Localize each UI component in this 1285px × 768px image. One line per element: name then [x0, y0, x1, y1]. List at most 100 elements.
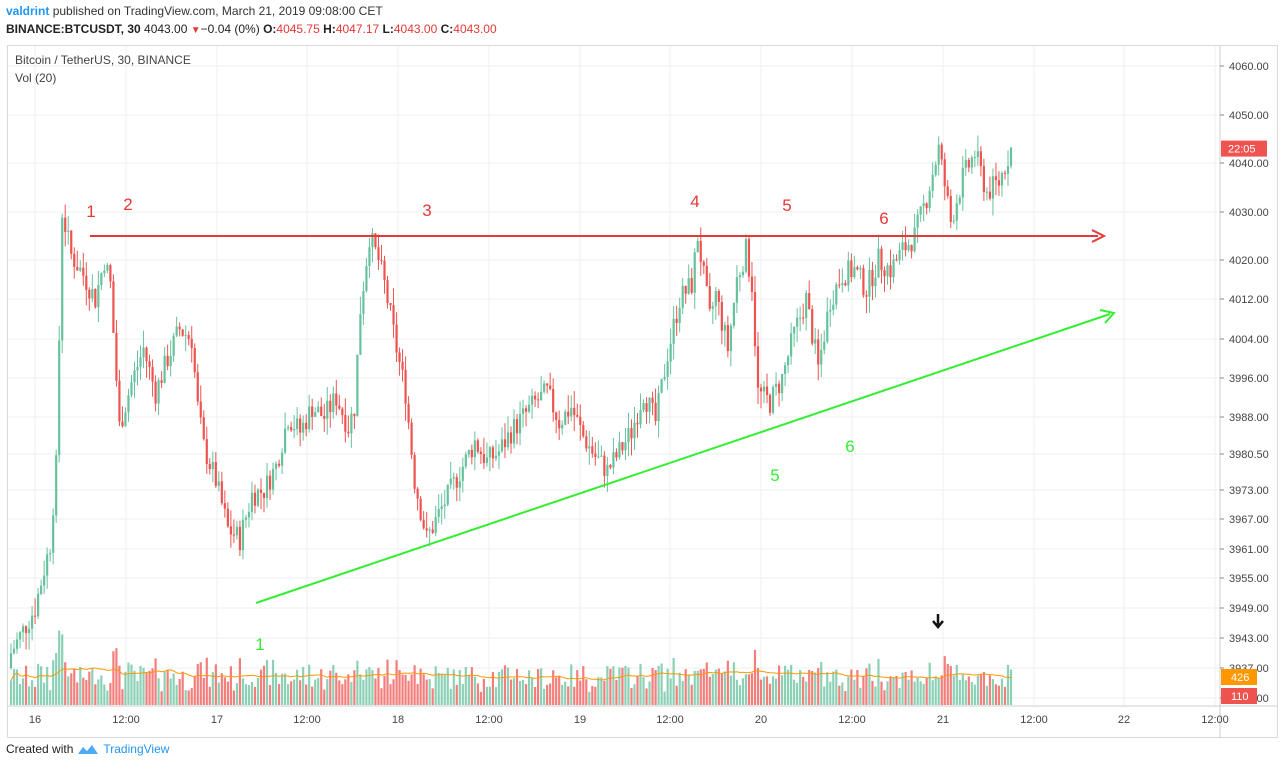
publisher-name[interactable]: valdrint — [6, 4, 50, 18]
volume-bar — [985, 685, 989, 705]
candle-body — [576, 415, 579, 417]
volume-bar — [537, 669, 540, 705]
candle-body — [88, 289, 91, 299]
volume-bar — [880, 681, 883, 705]
time-tick-label: 17 — [211, 714, 223, 726]
time-tick-label: 12:00 — [1201, 714, 1229, 726]
candle-body — [302, 422, 305, 433]
volume-bar — [787, 669, 790, 705]
candle-body — [979, 151, 982, 167]
candle-body — [521, 408, 525, 415]
time-tick-label: 12:00 — [475, 714, 503, 726]
candle-body — [416, 488, 419, 499]
volume-bar — [142, 667, 145, 705]
volume-bar — [256, 678, 260, 705]
candle-body — [958, 197, 961, 204]
volume-bar — [27, 686, 31, 705]
volume-bar — [446, 667, 449, 705]
volume-bar — [329, 670, 332, 705]
volume-bar — [805, 681, 808, 705]
publish-info: valdrint published on TradingView.com, M… — [6, 4, 383, 18]
candle-body — [681, 285, 684, 308]
candle-body — [928, 190, 931, 208]
volume-bar — [253, 687, 257, 705]
annotation-red: 2 — [123, 195, 132, 214]
volume-bar — [871, 680, 874, 705]
candle-body — [238, 526, 242, 551]
volume-bar — [904, 672, 907, 705]
candle-body — [383, 260, 386, 281]
volume-bar — [428, 679, 431, 705]
candle-body — [253, 492, 257, 506]
symbol-label: BINANCE:BTCUSDT, 30 — [6, 22, 141, 36]
candle-body — [100, 273, 103, 286]
volume-bar — [919, 681, 922, 705]
candle-body — [494, 455, 498, 459]
volume-bar — [579, 680, 582, 705]
candle-body — [21, 626, 25, 633]
brand-name[interactable]: TradingView — [103, 742, 170, 756]
volume-bar — [862, 676, 865, 705]
candle-body — [835, 284, 838, 305]
annotation-green: 1 — [255, 635, 264, 654]
price-change: −0.04 (0%) — [200, 22, 260, 36]
candle-body — [588, 446, 591, 449]
candle-body — [898, 250, 901, 261]
candle-body — [37, 593, 40, 617]
price-tick-label: 4012.00 — [1229, 294, 1269, 306]
volume-bar — [488, 686, 492, 705]
candle-body — [564, 411, 567, 425]
candle-body — [428, 529, 431, 531]
candle-body — [274, 463, 278, 469]
candle-body — [380, 259, 383, 261]
chart-title: Bitcoin / TetherUS, 30, BINANCE — [15, 53, 191, 67]
volume-bar — [232, 690, 235, 705]
candle-body — [371, 233, 374, 248]
price-tick-label: 3996.00 — [1229, 373, 1269, 385]
volume-bar — [790, 664, 793, 705]
candle-body — [805, 293, 808, 319]
candle-body — [817, 339, 820, 365]
candle-body — [832, 304, 835, 310]
volume-bar — [193, 676, 196, 705]
candle-body — [187, 335, 190, 339]
time-axis: 16 12:00 17 12:00 18 12:00 19 12:00 20 12:00 21 12:… — [8, 705, 1277, 726]
annotation-red: 3 — [422, 201, 431, 220]
candle-body — [678, 307, 681, 323]
volume-bar — [109, 682, 112, 705]
volume-bar — [235, 683, 239, 705]
candle-body — [708, 286, 711, 309]
candle-body — [774, 383, 778, 387]
volume-bar — [368, 667, 371, 705]
candle-body — [30, 615, 34, 629]
chart-frame[interactable] — [7, 45, 1278, 738]
volume-bar — [982, 672, 985, 705]
candle-body — [621, 442, 624, 451]
candle-body — [955, 203, 958, 221]
volume-bar — [768, 683, 772, 705]
volume-bar — [73, 668, 76, 705]
candle-body — [470, 449, 473, 458]
volume-bar — [455, 684, 458, 705]
volume-bar — [112, 651, 115, 705]
ohlc-bar: BINANCE:BTCUSDT, 30 4043.00 ▼−0.04 (0%) … — [6, 22, 497, 36]
volume-bar — [479, 691, 482, 705]
price-tick-label: 3980.50 — [1229, 449, 1269, 461]
candle-body — [329, 400, 332, 413]
volume-bar — [717, 668, 720, 705]
volume-bar — [910, 670, 913, 705]
candle-body — [994, 176, 998, 181]
volume-bar — [461, 683, 464, 705]
volume-bar — [467, 675, 470, 705]
volume-bar — [85, 679, 88, 705]
candle-body — [506, 432, 510, 448]
low-label: L: — [382, 22, 394, 36]
volume-bar — [491, 671, 495, 705]
volume-bar — [844, 691, 847, 705]
candle-body — [729, 325, 732, 352]
candle-body — [136, 366, 139, 371]
footer: Created with TradingView — [6, 742, 169, 756]
candle-body — [844, 283, 847, 286]
volume-bar — [494, 687, 498, 705]
